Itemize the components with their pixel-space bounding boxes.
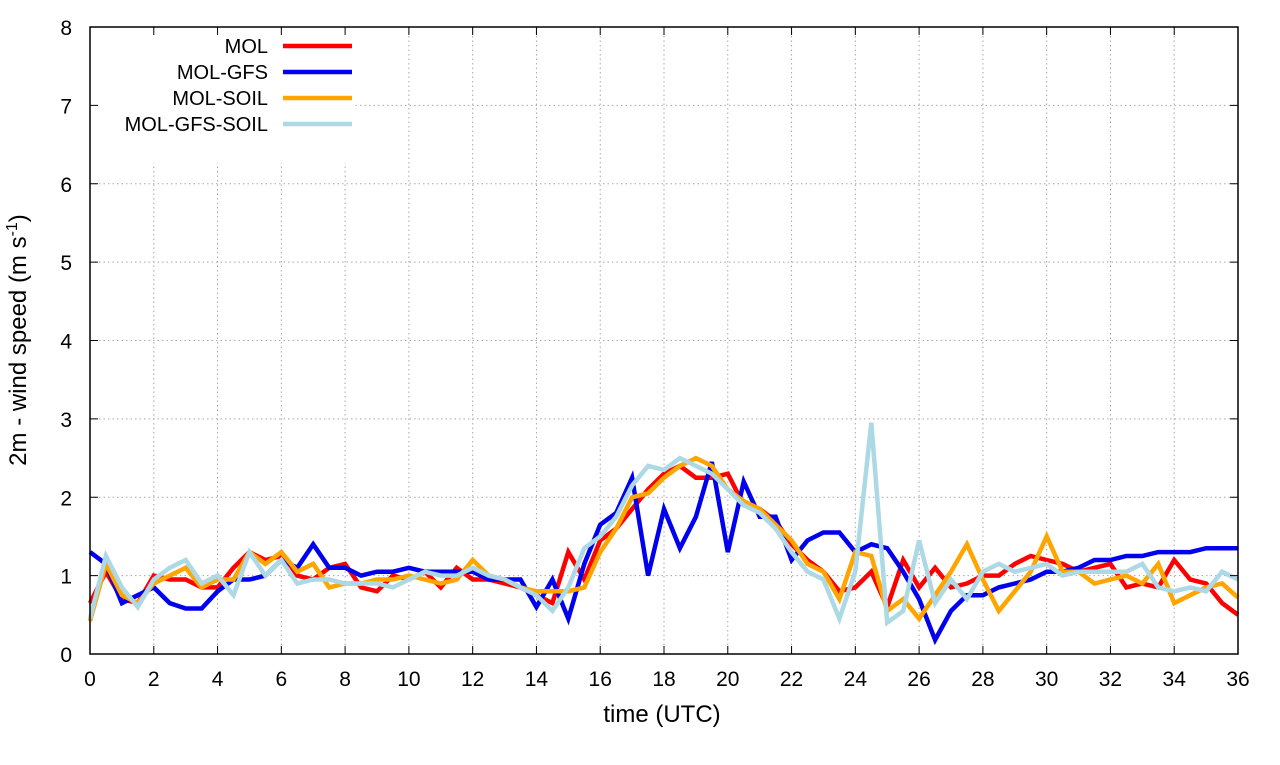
- x-tick-label: 10: [397, 668, 420, 691]
- legend-label: MOL-SOIL: [172, 88, 268, 110]
- x-tick-label: 22: [780, 668, 803, 691]
- series-line-mol: [87, 463, 1240, 617]
- x-tick-label: 18: [652, 668, 675, 691]
- y-tick-label: 5: [60, 252, 72, 275]
- x-tick-label: 12: [461, 668, 484, 691]
- y-tick-label: 8: [60, 17, 72, 40]
- x-tick-label: 32: [1099, 668, 1122, 691]
- legend-label: MOL-GFS-SOIL: [125, 114, 268, 136]
- y-axis-label-main: 2m - wind speed (m s: [5, 236, 32, 465]
- x-tick-label: 6: [275, 668, 287, 691]
- x-tick-label: 8: [339, 668, 351, 691]
- series-line-mol-soil: [87, 455, 1240, 623]
- x-tick-label: 34: [1163, 668, 1187, 691]
- y-tick-label: 0: [60, 644, 72, 667]
- x-tick-label: 4: [212, 668, 224, 691]
- y-tick-label: 2: [60, 487, 72, 510]
- x-axis-label: time (UTC): [603, 701, 720, 728]
- y-tick-label: 3: [60, 409, 72, 432]
- axis-ticks: 0 2 4 6 8 10 12 14 16 18 20 22 24 26 28 30 32 34 360123456…: [60, 17, 1249, 691]
- legend-label: MOL: [225, 36, 268, 58]
- y-tick-label: 1: [60, 566, 72, 589]
- y-tick-label: 6: [60, 174, 72, 197]
- y-axis-label-close: ): [5, 214, 32, 222]
- x-tick-label: 0: [84, 668, 96, 691]
- legend-label: MOL-GFS: [177, 62, 268, 84]
- series-line-mol-gfs-soil: [87, 422, 1239, 627]
- x-tick-label: 24: [844, 668, 868, 691]
- x-tick-label: 20: [716, 668, 739, 691]
- grid-lines: [90, 27, 1238, 654]
- y-axis-label: 2m - wind speed (m s-1): [4, 214, 32, 466]
- x-tick-label: 14: [525, 668, 549, 691]
- y-axis-label-superscript: -1: [4, 222, 21, 236]
- legend: MOL MOL-GFS MOL-SOIL MOL-GFS-SOIL: [125, 36, 352, 136]
- x-tick-label: 36: [1226, 668, 1249, 691]
- y-tick-label: 7: [60, 95, 72, 118]
- x-tick-label: 28: [971, 668, 994, 691]
- y-tick-label: 4: [60, 331, 72, 354]
- x-tick-label: 30: [1035, 668, 1058, 691]
- x-tick-label: 26: [907, 668, 930, 691]
- data-series: [87, 422, 1240, 646]
- x-tick-label: 2: [148, 668, 160, 691]
- x-tick-label: 16: [589, 668, 612, 691]
